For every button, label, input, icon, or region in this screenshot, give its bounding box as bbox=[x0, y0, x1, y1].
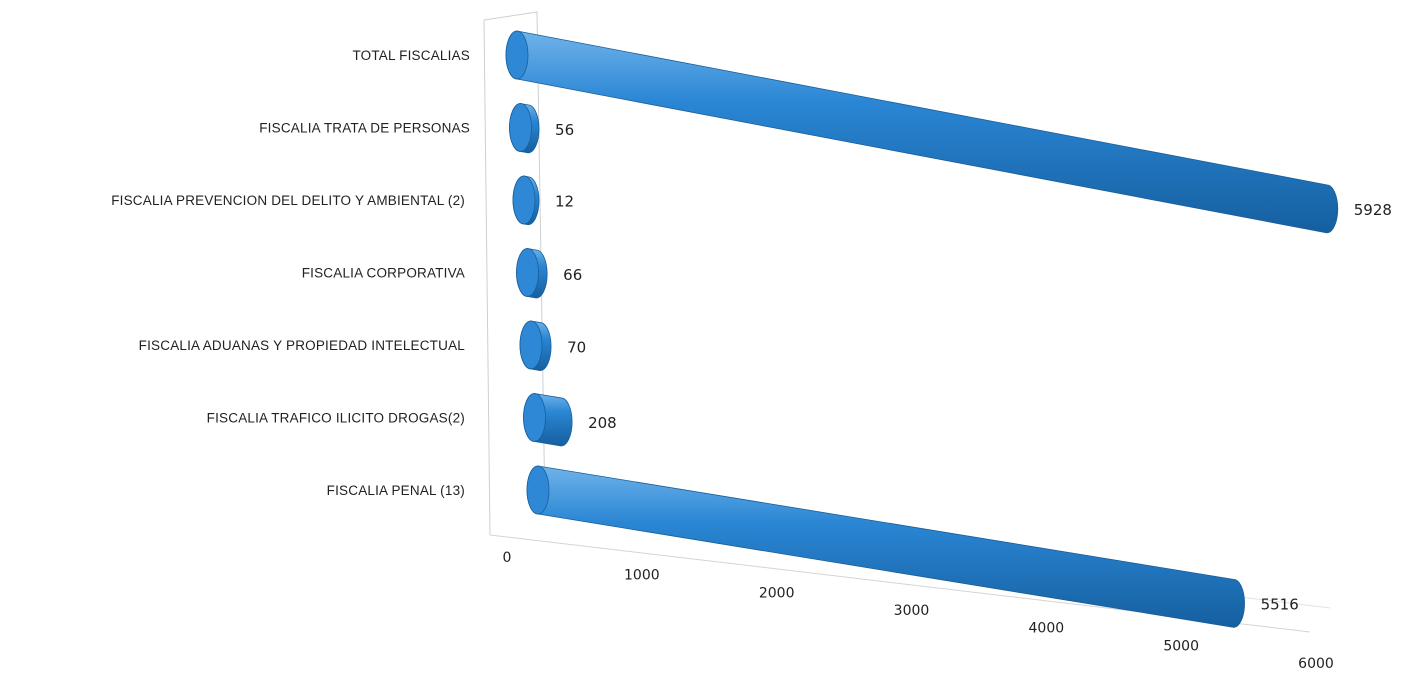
bar-cap bbox=[505, 30, 529, 80]
category-label: FISCALIA ADUANAS Y PROPIEDAD INTELECTUAL bbox=[139, 338, 466, 353]
bar-body bbox=[526, 465, 1245, 628]
bar-3 bbox=[516, 248, 548, 299]
bar-cap bbox=[526, 465, 550, 515]
data-label: 5516 bbox=[1261, 595, 1299, 613]
category-labels: TOTAL FISCALIAS FISCALIA TRATA DE PERSONA… bbox=[111, 48, 470, 498]
bar-cap bbox=[512, 175, 536, 225]
x-tick-label: 4000 bbox=[1029, 621, 1065, 637]
bar-cap bbox=[523, 393, 546, 442]
category-label: FISCALIA PENAL (13) bbox=[327, 483, 465, 498]
bar-body bbox=[505, 30, 1339, 234]
bar-4 bbox=[519, 320, 552, 371]
data-label: 66 bbox=[563, 266, 582, 284]
bar-6 bbox=[526, 465, 1245, 628]
x-tick-label: 1000 bbox=[624, 568, 660, 584]
x-tick-label: 0 bbox=[503, 550, 512, 566]
data-label: 5928 bbox=[1354, 201, 1392, 219]
value-labels: 5928 56 12 66 70 208 5516 bbox=[555, 121, 1392, 613]
category-label: FISCALIA TRAFICO ILICITO DROGAS(2) bbox=[207, 411, 465, 426]
bar-cap bbox=[519, 320, 543, 370]
bars-group bbox=[505, 30, 1339, 628]
data-label: 12 bbox=[555, 193, 574, 211]
x-tick-label: 6000 bbox=[1298, 656, 1334, 672]
x-axis-ticks: 0 1000 2000 3000 4000 5000 6000 bbox=[503, 550, 1334, 672]
data-label: 208 bbox=[588, 414, 617, 432]
category-label: FISCALIA TRATA DE PERSONAS bbox=[259, 121, 470, 136]
bar-5 bbox=[523, 393, 573, 447]
category-label: TOTAL FISCALIAS bbox=[352, 48, 470, 63]
category-label: FISCALIA PREVENCION DEL DELITO Y AMBIENT… bbox=[111, 193, 465, 208]
data-label: 56 bbox=[555, 121, 574, 139]
data-label: 70 bbox=[567, 339, 586, 357]
x-tick-label: 5000 bbox=[1163, 638, 1199, 654]
bar-cap bbox=[509, 103, 532, 152]
bar-0 bbox=[505, 30, 1339, 234]
category-label: FISCALIA CORPORATIVA bbox=[302, 266, 465, 281]
bar-2 bbox=[512, 175, 540, 226]
bar-1 bbox=[509, 103, 540, 154]
x-tick-label: 2000 bbox=[759, 585, 795, 601]
left-axis-line bbox=[483, 19, 491, 536]
x-tick-label: 3000 bbox=[894, 603, 930, 619]
bar-cap bbox=[516, 248, 539, 297]
